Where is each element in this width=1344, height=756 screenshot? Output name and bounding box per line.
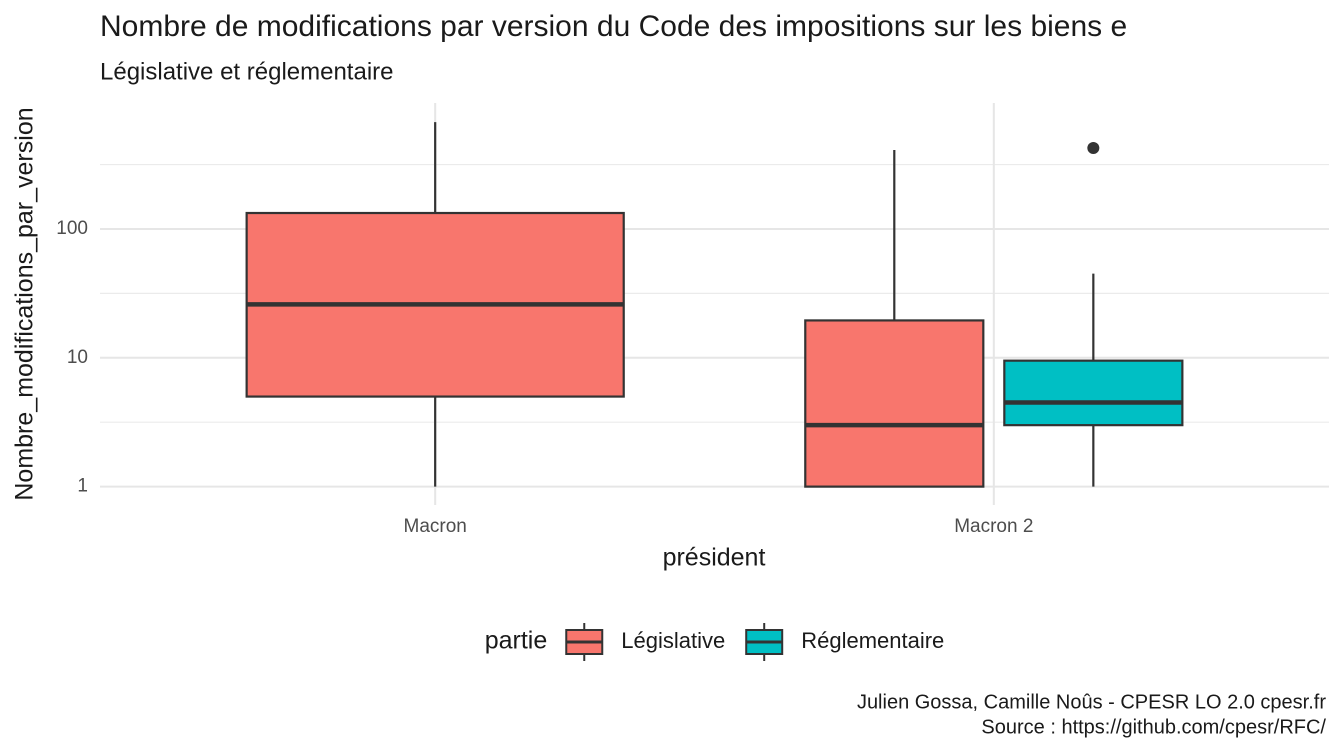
x-tick-label: Macron 2	[954, 516, 1033, 537]
box	[804, 150, 985, 488]
legend-label: Réglementaire	[801, 628, 944, 653]
legend-label: Législative	[621, 628, 725, 653]
y-tick-label: 100	[56, 218, 88, 239]
chart-title: Nombre de modifications par version du C…	[100, 10, 1127, 43]
y-axis-title: Nombre_modifications_par_version	[11, 107, 39, 500]
chart-subtitle: Législative et réglementaire	[100, 58, 394, 85]
x-tick-label: Macron	[404, 516, 467, 537]
y-tick-label: 1	[77, 476, 88, 497]
legend-item: Réglementaire	[745, 623, 944, 661]
box	[1003, 142, 1184, 487]
legend-key	[745, 623, 784, 661]
box-body	[804, 319, 985, 488]
y-tick-label: 10	[67, 347, 88, 368]
caption-line: Source : https://github.com/cpesr/RFC/	[981, 716, 1326, 738]
legend-key	[565, 623, 604, 661]
box-body	[1003, 359, 1184, 427]
outlier	[1087, 142, 1100, 155]
legend-item: Législative	[565, 623, 725, 661]
plot-area	[245, 122, 1184, 488]
box	[245, 122, 625, 487]
legend-title: partie	[485, 627, 548, 655]
caption-line: Julien Gossa, Camille Noûs - CPESR LO 2.…	[857, 691, 1326, 713]
x-axis-title: président	[663, 544, 766, 572]
